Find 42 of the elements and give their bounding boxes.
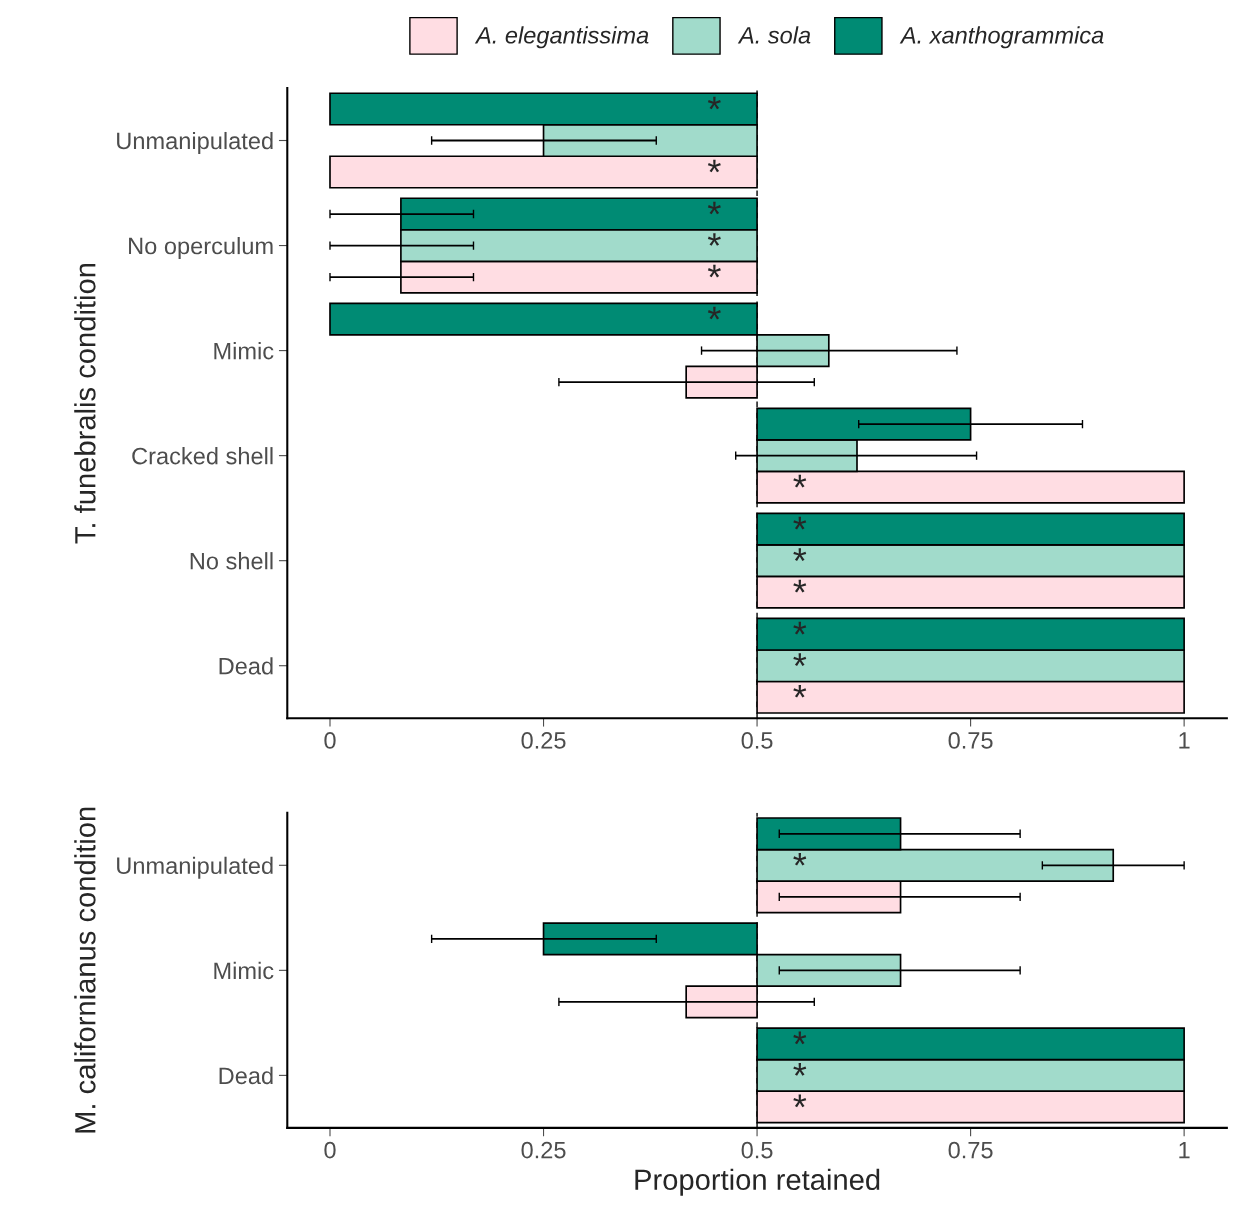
x-axis-title: Proportion retained: [635, 1168, 880, 1196]
data-label: *: [793, 684, 807, 698]
data-label: *: [707, 233, 721, 246]
legend-label: A. sola: [737, 26, 811, 44]
data-label: *: [793, 1063, 807, 1076]
x-tick-label: 0.75: [948, 1141, 993, 1159]
x-tick-label: 0.25: [521, 1141, 566, 1159]
y-axis-title: T. funebralis condition: [74, 263, 96, 544]
data-label: *: [793, 852, 807, 866]
x-tick-label: 0: [324, 732, 336, 749]
x-tick-label: 0.5: [741, 732, 773, 749]
x-tick-label: 0.25: [521, 732, 566, 749]
data-label: *: [707, 264, 721, 278]
data-label: *: [793, 1094, 807, 1108]
x-tick-label: 1: [1179, 1141, 1190, 1159]
y-tick-label: No operculum: [129, 236, 273, 259]
data-label: *: [707, 306, 721, 320]
x-tick-label: 1: [1179, 732, 1190, 749]
data-label: *: [793, 1031, 807, 1045]
data-label: *: [793, 653, 807, 667]
y-tick-label: Unmanipulated: [117, 131, 273, 154]
x-tick-label: 0: [324, 1141, 336, 1159]
y-tick-label: Unmanipulated: [117, 856, 273, 879]
data-label: *: [793, 474, 807, 488]
legend-label: A. elegantissima: [474, 26, 649, 49]
y-tick-label: Cracked shell: [132, 447, 273, 465]
y-axis-title: M. californianus condition: [74, 807, 96, 1133]
legend-label: A. xanthogrammica: [899, 26, 1104, 49]
data-label: *: [707, 159, 721, 173]
y-tick-label: Mimic: [214, 342, 274, 360]
x-tick-label: 0.75: [948, 732, 993, 749]
x-tick-label: 0.5: [741, 1141, 773, 1159]
data-label: *: [793, 621, 807, 635]
data-label: *: [793, 516, 807, 530]
y-tick-label: No shell: [190, 552, 273, 570]
data-label: *: [707, 96, 721, 110]
y-tick-label: Dead: [219, 657, 273, 675]
data-label: *: [793, 548, 807, 561]
data-label: *: [793, 579, 807, 593]
y-tick-label: Dead: [219, 1066, 273, 1085]
y-tick-label: Mimic: [214, 961, 274, 980]
data-label: *: [707, 201, 721, 215]
